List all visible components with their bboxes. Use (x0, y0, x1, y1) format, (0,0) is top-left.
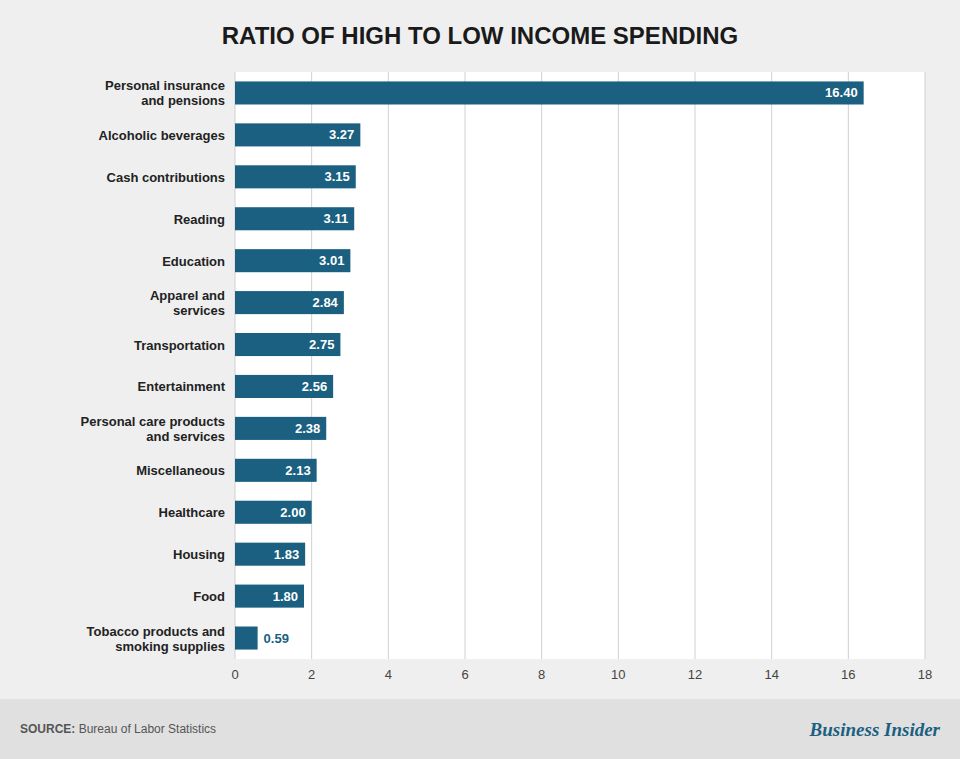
category-label-line: Miscellaneous (136, 463, 225, 478)
bar (235, 417, 326, 440)
data-label: 2.75 (309, 337, 334, 352)
bar (235, 291, 344, 314)
data-label: 3.01 (319, 253, 344, 268)
tick-label: 12 (688, 667, 702, 682)
data-label: 2.56 (302, 379, 327, 394)
category-label-line: Housing (173, 547, 225, 562)
category-label-line: Healthcare (159, 505, 225, 520)
grid-line (311, 72, 312, 659)
background (0, 0, 960, 759)
category-label: Reading (174, 211, 225, 226)
category-label-line: Apparel and (150, 288, 225, 303)
tick-label: 8 (538, 667, 545, 682)
data-label: 1.80 (273, 589, 298, 604)
data-label: 3.11 (324, 211, 349, 226)
data-labels: 0.59 1.80 1.83 2.00 2.13 2.38 2.56 2.75 2.84 3.01… (264, 85, 858, 645)
category-label: Tobacco products andsmoking supplies (87, 623, 225, 653)
title: RATIO OF HIGH TO LOW INCOME SPENDING (222, 22, 738, 49)
chart: RATIO OF HIGH TO LOW INCOME SPENDING 0 2 4 6… (0, 0, 960, 759)
tick-label: 16 (841, 667, 855, 682)
grid-line (618, 72, 619, 659)
category-label: Alcoholic beverages (99, 127, 225, 142)
category-label-line: and services (146, 428, 225, 443)
tick-label: 14 (764, 667, 778, 682)
grid-line (235, 72, 236, 659)
bar (235, 333, 340, 356)
grid (235, 72, 925, 659)
category-label: Personal insuranceand pensions (105, 78, 225, 108)
grid-line (695, 72, 696, 659)
bars (235, 81, 864, 649)
category-label-line: Personal care products (81, 413, 226, 428)
grid-line (465, 72, 466, 659)
grid-line (388, 72, 389, 659)
bar (235, 207, 354, 230)
category-label-line: Reading (174, 211, 225, 226)
source-text: Bureau of Labor Statistics (75, 722, 216, 736)
category-label-line: Personal insurance (105, 78, 225, 93)
category-label: Healthcare (159, 505, 225, 520)
bar (235, 501, 312, 524)
tick-label: 4 (385, 667, 392, 682)
tick-label: 10 (611, 667, 625, 682)
category-label: Education (162, 253, 225, 268)
category-label: Cash contributions (107, 169, 225, 184)
tick-label: 6 (461, 667, 468, 682)
tick-label: 2 (308, 667, 315, 682)
grid-line (848, 72, 849, 659)
bar (235, 249, 350, 272)
brand: Business Insider (809, 719, 941, 740)
bar (235, 165, 356, 188)
category-label: Apparel andservices (150, 288, 225, 318)
source: SOURCE: Bureau of Labor Statistics (20, 722, 216, 736)
tick-label: 18 (918, 667, 932, 682)
category-label: Transportation (134, 337, 225, 352)
bar (235, 585, 304, 608)
data-label: 0.59 (264, 631, 289, 646)
category-label-line: Education (162, 253, 225, 268)
category-label-line: Cash contributions (107, 169, 225, 184)
data-label: 3.15 (324, 169, 349, 184)
category-label-line: Entertainment (138, 379, 226, 394)
data-label: 3.27 (329, 127, 354, 142)
category-label-line: and pensions (141, 93, 225, 108)
category-label: Personal care productsand services (81, 413, 226, 443)
grid-line (771, 72, 772, 659)
bar (235, 81, 864, 104)
bar (235, 123, 360, 146)
category-label-line: Food (193, 589, 225, 604)
grid-line (925, 72, 926, 659)
category-label-line: Tobacco products and (87, 623, 225, 638)
category-label-line: smoking supplies (115, 638, 225, 653)
footer (0, 699, 960, 759)
category-label: Miscellaneous (136, 463, 225, 478)
category-label: Food (193, 589, 225, 604)
bar (235, 627, 258, 650)
category-label-line: Transportation (134, 337, 225, 352)
data-label: 16.40 (825, 85, 858, 100)
data-label: 1.83 (274, 547, 299, 562)
source-label: SOURCE: (20, 722, 75, 736)
category-label-line: Alcoholic beverages (99, 127, 225, 142)
data-label: 2.38 (295, 421, 320, 436)
data-label: 2.13 (285, 463, 310, 478)
data-label: 2.84 (313, 295, 339, 310)
bar (235, 375, 333, 398)
plot-area (235, 72, 925, 659)
tick-label: 0 (231, 667, 238, 682)
bar (235, 459, 317, 482)
category-label: Entertainment (138, 379, 226, 394)
category-label: Housing (173, 547, 225, 562)
grid-line (541, 72, 542, 659)
category-label-line: services (173, 303, 225, 318)
bar (235, 543, 305, 566)
data-label: 2.00 (280, 505, 305, 520)
